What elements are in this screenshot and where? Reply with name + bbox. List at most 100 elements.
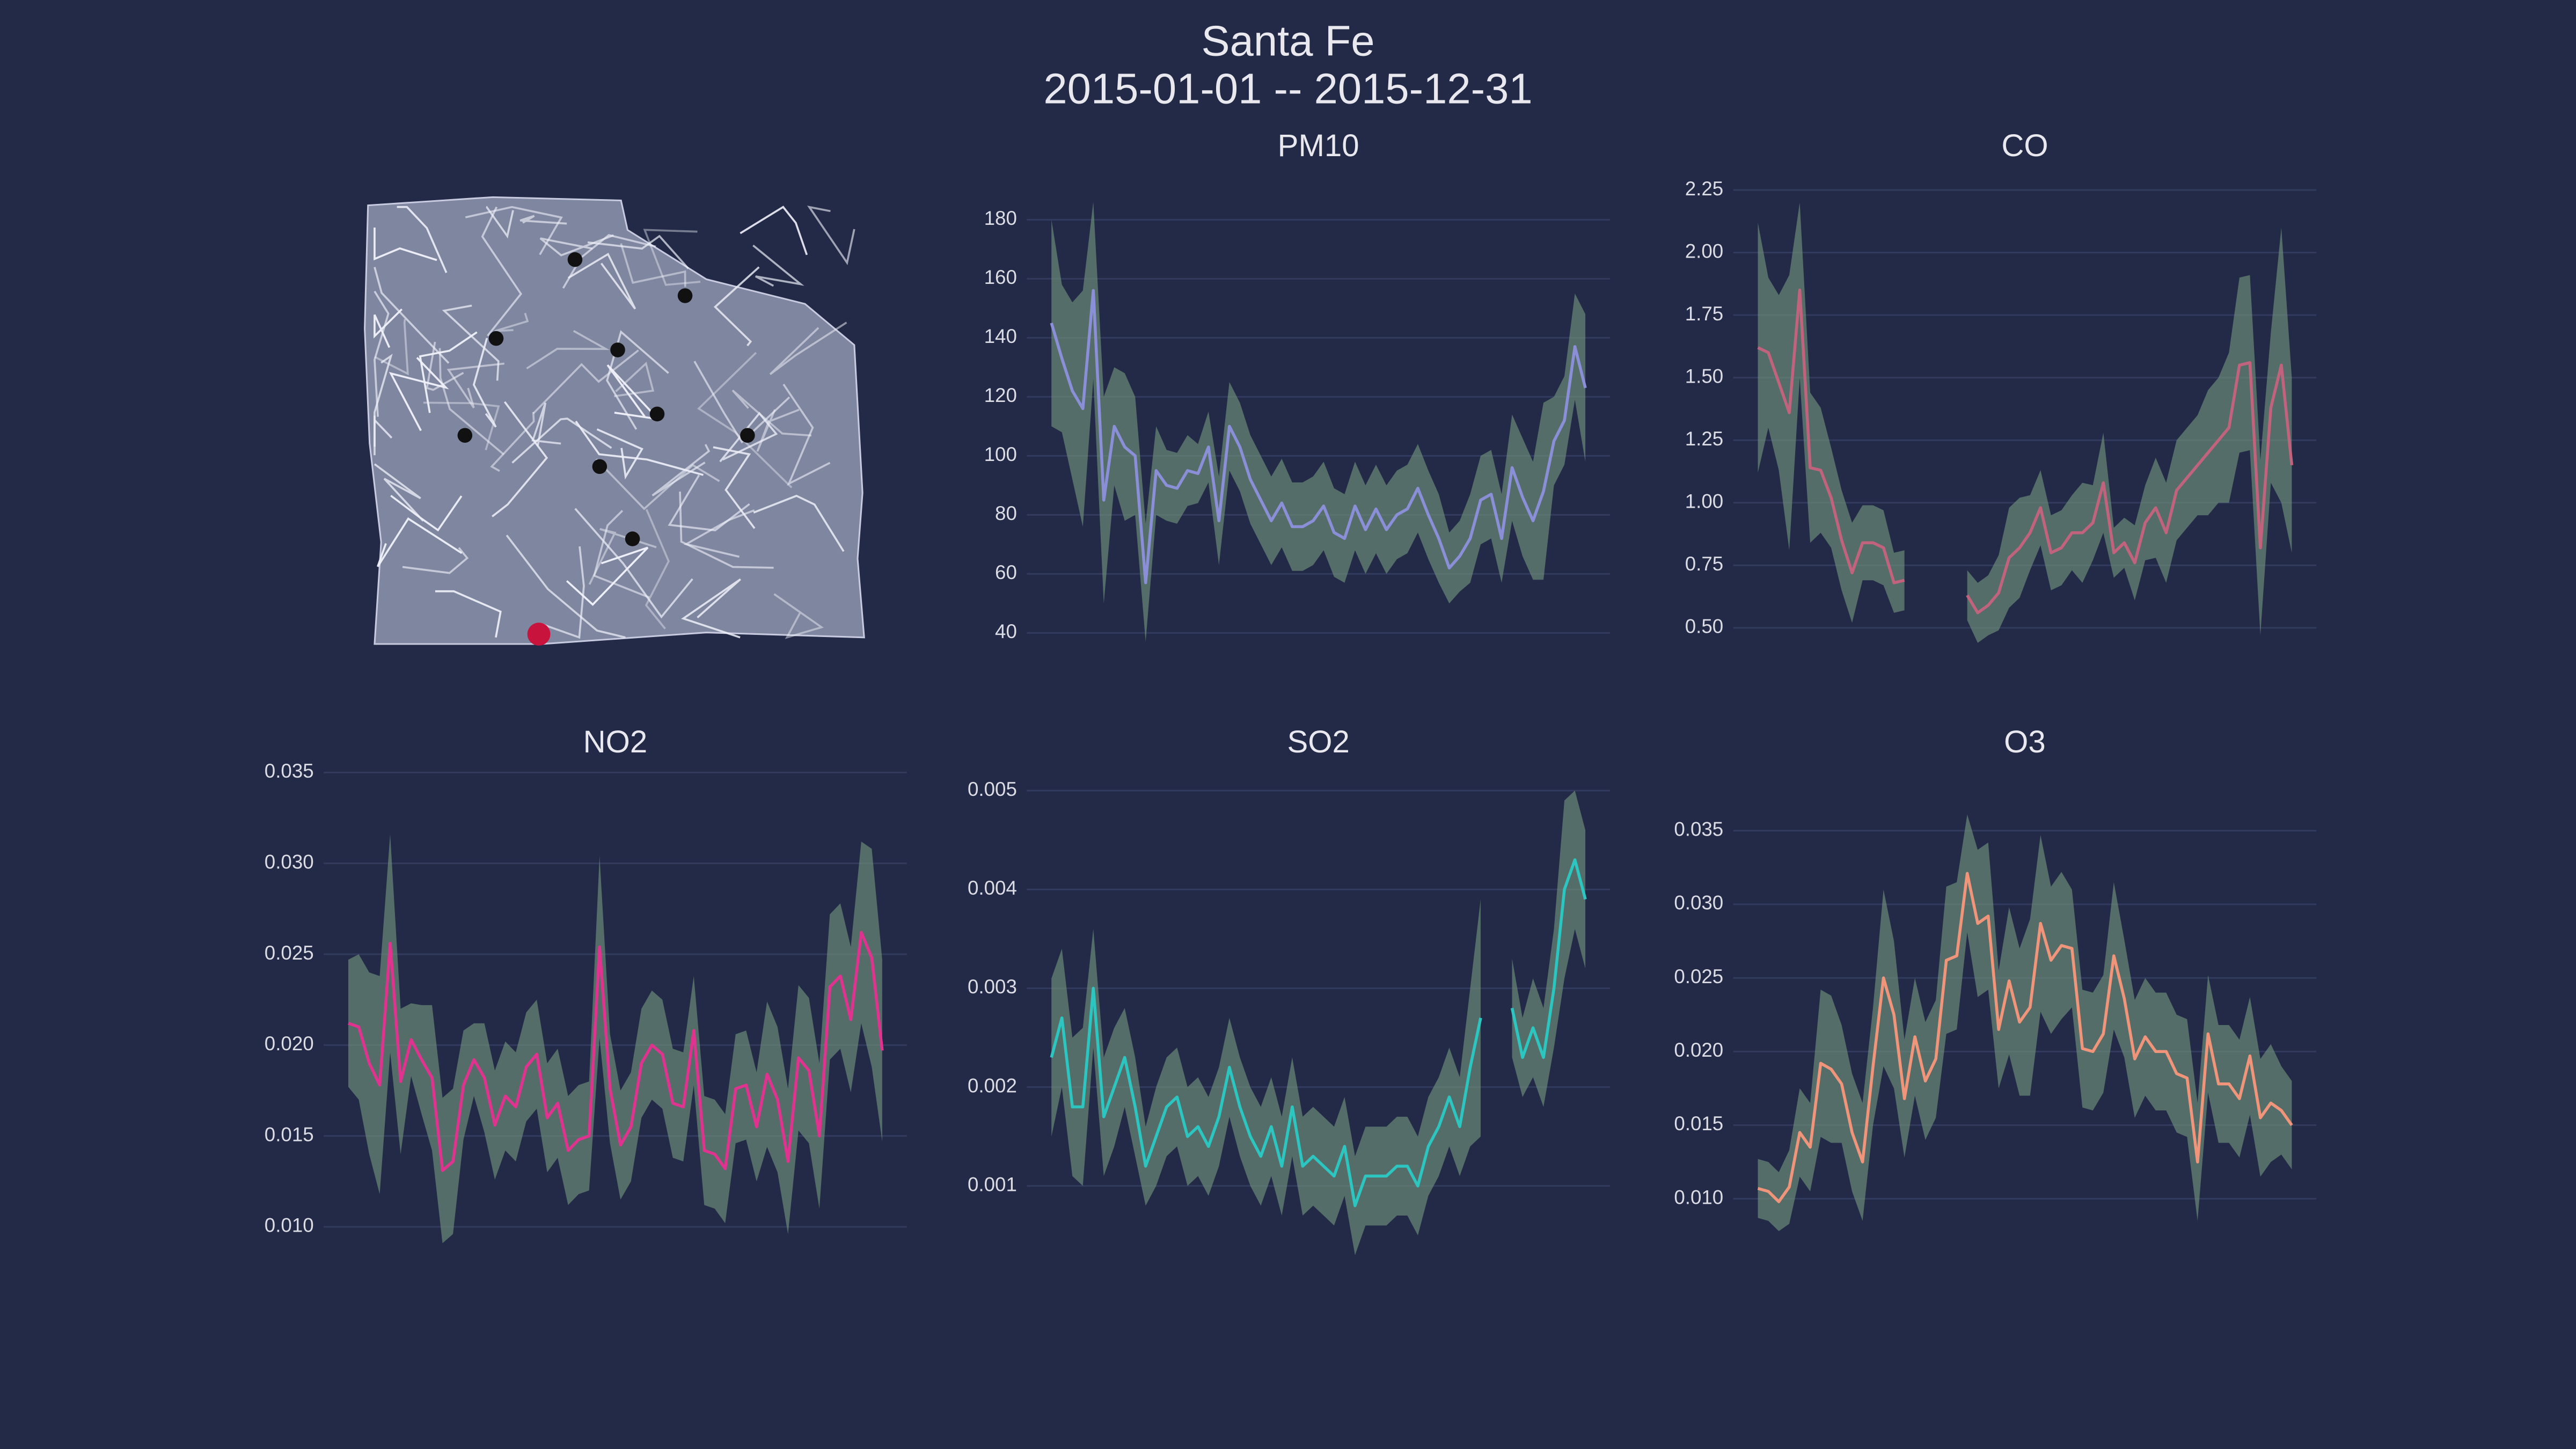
panel: CO 0.50 0.75 1.00 1.25 1.50 1.75 2.00 2.25 bbox=[1685, 128, 2317, 643]
y-tick-label: 0.030 bbox=[265, 851, 314, 873]
map-road bbox=[397, 206, 448, 273]
map-road bbox=[389, 357, 449, 431]
y-tick-label: 0.035 bbox=[1674, 818, 1723, 840]
map-road bbox=[574, 508, 693, 619]
map-road bbox=[652, 444, 711, 496]
panel: O3 0.010 0.015 0.020 0.025 0.030 0.035 bbox=[1674, 724, 2317, 1232]
y-tick-label: 0.030 bbox=[1674, 892, 1723, 914]
y-tick-label: 40 bbox=[995, 620, 1017, 642]
figure-subtitle: 2015-01-01 -- 2015-12-31 bbox=[1043, 64, 1532, 112]
panel: SO2 0.001 0.002 0.003 0.004 0.005 bbox=[968, 724, 1610, 1255]
map-road bbox=[668, 474, 750, 532]
y-tick-label: 1.75 bbox=[1685, 303, 1723, 325]
map-road bbox=[683, 509, 755, 558]
map-area bbox=[364, 196, 865, 645]
map-road bbox=[419, 331, 478, 413]
map-road bbox=[562, 234, 656, 289]
map-road bbox=[679, 491, 774, 569]
confidence-band bbox=[348, 834, 882, 1243]
y-tick-label: 1.25 bbox=[1685, 428, 1723, 450]
figure-title: Santa Fe bbox=[1202, 17, 1375, 65]
station bbox=[457, 428, 473, 443]
map-road bbox=[442, 304, 500, 381]
map-road bbox=[494, 312, 529, 332]
y-tick-label: 0.025 bbox=[265, 942, 314, 964]
map-road bbox=[374, 319, 409, 376]
station bbox=[592, 459, 608, 474]
y-tick-label: 0.010 bbox=[265, 1214, 314, 1236]
station bbox=[488, 331, 504, 346]
map-road bbox=[472, 338, 497, 428]
map-road bbox=[681, 578, 741, 639]
y-tick-label: 0.015 bbox=[1674, 1113, 1723, 1135]
selected-station bbox=[527, 623, 551, 646]
map-road bbox=[506, 535, 626, 639]
y-tick-label: 1.00 bbox=[1685, 490, 1723, 512]
map-road bbox=[426, 341, 464, 391]
map-road bbox=[740, 206, 808, 255]
map-road bbox=[566, 546, 649, 606]
map-road bbox=[620, 243, 686, 287]
y-tick-label: 2.25 bbox=[1685, 178, 1723, 200]
map-road bbox=[769, 321, 847, 375]
station bbox=[625, 531, 640, 546]
y-tick-label: 160 bbox=[984, 266, 1017, 288]
map-road bbox=[519, 215, 567, 225]
map-road bbox=[481, 206, 522, 336]
map-road bbox=[539, 234, 614, 257]
map-road bbox=[645, 509, 670, 630]
map-road bbox=[402, 547, 469, 574]
y-tick-label: 0.001 bbox=[968, 1174, 1017, 1196]
map-road bbox=[435, 590, 502, 638]
map-road bbox=[595, 458, 720, 510]
panel-title: PM10 bbox=[1278, 128, 1359, 163]
panel-title: NO2 bbox=[583, 724, 648, 759]
map-road bbox=[532, 349, 639, 414]
series-line bbox=[1050, 289, 1587, 584]
map-road bbox=[713, 266, 760, 347]
map-road bbox=[756, 408, 800, 452]
map-road bbox=[447, 362, 504, 408]
map-road bbox=[587, 235, 690, 269]
y-tick-label: 180 bbox=[984, 207, 1017, 229]
y-tick-label: 100 bbox=[984, 443, 1017, 465]
map-roads bbox=[374, 206, 855, 639]
map-road bbox=[697, 352, 793, 488]
map-road bbox=[614, 362, 655, 398]
map-road bbox=[490, 412, 535, 472]
panel: PM10 40 60 80 100 120 140 160 180 bbox=[984, 128, 1610, 642]
city-map bbox=[364, 196, 865, 646]
y-tick-label: 0.50 bbox=[1685, 616, 1723, 638]
y-tick-label: 140 bbox=[984, 325, 1017, 347]
y-tick-label: 80 bbox=[995, 502, 1017, 524]
panel-title: O3 bbox=[2004, 724, 2046, 759]
map-road bbox=[731, 389, 812, 437]
map-road bbox=[374, 308, 403, 348]
series-line bbox=[348, 931, 884, 1172]
station bbox=[740, 428, 755, 443]
confidence-band bbox=[1051, 202, 1586, 642]
panel-title: SO2 bbox=[1287, 724, 1349, 759]
confidence-band bbox=[1758, 202, 2292, 643]
confidence-band bbox=[1051, 791, 1586, 1255]
series-line bbox=[1757, 288, 2294, 614]
y-tick-label: 0.020 bbox=[265, 1033, 314, 1055]
y-tick-label: 2.00 bbox=[1685, 240, 1723, 262]
map-road bbox=[374, 415, 393, 447]
map-road bbox=[807, 206, 855, 266]
station bbox=[567, 252, 583, 267]
y-tick-label: 0.003 bbox=[968, 976, 1017, 998]
panel: NO2 0.010 0.015 0.020 0.025 0.030 0.035 bbox=[265, 724, 907, 1243]
map-road bbox=[543, 546, 585, 639]
map-road bbox=[606, 364, 661, 421]
station bbox=[610, 342, 625, 357]
y-tick-label: 0.004 bbox=[968, 877, 1017, 899]
map-road bbox=[374, 290, 390, 417]
y-tick-label: 1.50 bbox=[1685, 365, 1723, 387]
y-tick-label: 0.005 bbox=[968, 778, 1017, 800]
y-tick-label: 0.020 bbox=[1674, 1039, 1723, 1061]
y-tick-label: 0.75 bbox=[1685, 553, 1723, 575]
map-road bbox=[486, 206, 514, 239]
